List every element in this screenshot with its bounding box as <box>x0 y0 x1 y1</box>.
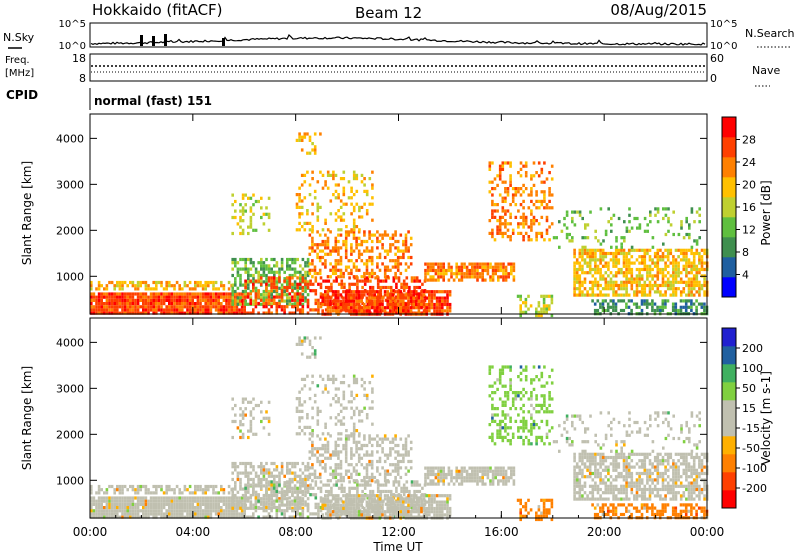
colorbar-tick-label: 50 <box>742 382 756 395</box>
noise-tick-top-right: 10^5 <box>710 19 737 30</box>
noise-panel: N.Sky 10^5 10^0 10^5 10^0 N.Search <box>3 19 795 52</box>
colorbar-tick-label: 100 <box>742 362 763 375</box>
colorbar-tick-label: 15 <box>742 402 756 415</box>
colorbar-tick-label: 16 <box>742 201 756 214</box>
station-title: Hokkaido (fitACF) <box>92 1 223 19</box>
colorbar-tick-label: 8 <box>742 246 749 259</box>
colorbar-tick-label: 4 <box>742 269 749 282</box>
x-tick-label: 08:00 <box>278 525 313 539</box>
noise-trace <box>90 34 706 46</box>
colorbar-segment <box>722 257 736 278</box>
y-tick-label: 2000 <box>56 428 84 441</box>
power-panel: 1000 2000 3000 4000 Slant Range [km] 4 8 12 16… <box>20 113 773 318</box>
freq-tick-top: 18 <box>72 52 86 65</box>
y-tick-label: 3000 <box>56 178 84 191</box>
colorbar-segment <box>722 454 736 473</box>
y-tick-label: 1000 <box>56 270 84 283</box>
colorbar-tick-label: -200 <box>742 482 767 495</box>
colorbar-segment <box>722 436 736 455</box>
colorbar-tick-label: -15 <box>742 422 760 435</box>
colorbar-segment <box>722 157 736 178</box>
velocity-colorbar: -200 -100 -50 -15 15 50 100 200 <box>721 327 767 509</box>
x-tick-label: 20:00 <box>587 525 622 539</box>
velocity-colorbar-label: Velocity [m s-1] <box>759 371 773 465</box>
x-tick-label: 12:00 <box>381 525 416 539</box>
power-data <box>90 132 709 318</box>
y-tick-label: 4000 <box>56 132 84 145</box>
cpid-value: normal (fast) 151 <box>94 94 212 108</box>
freq-panel: Freq. [MHz] 18 8 60 0 Nave <box>5 52 780 87</box>
velocity-ylabel: Slant Range [km] <box>20 366 34 470</box>
colorbar-tick-label: 12 <box>742 224 756 237</box>
power-colorbar-label: Power [dB] <box>759 180 773 245</box>
colorbar-segment <box>722 490 736 509</box>
colorbar-segment <box>722 137 736 158</box>
freq-unit-label: [MHz] <box>5 68 34 79</box>
colorbar-segment <box>722 277 736 298</box>
velocity-y-axis: 1000 2000 3000 4000 <box>56 336 707 487</box>
colorbar-segment <box>722 217 736 238</box>
colorbar-segment <box>722 117 736 138</box>
power-y-axis: 1000 2000 3000 4000 <box>56 132 707 283</box>
colorbar-segment <box>722 400 736 419</box>
colorbar-segment <box>722 382 736 401</box>
y-tick-label: 1000 <box>56 474 84 487</box>
x-tick-label: 16:00 <box>484 525 519 539</box>
y-tick-label: 2000 <box>56 224 84 237</box>
nsearch-label: N.Search <box>745 27 795 40</box>
colorbar-tick-label: -100 <box>742 462 767 475</box>
noise-tick-bottom-right: 10^0 <box>710 41 737 52</box>
colorbar-segment <box>722 418 736 437</box>
colorbar-segment <box>722 472 736 491</box>
cpid-label: CPID <box>6 88 38 102</box>
time-axis: 00:00 04:00 08:00 12:00 16:00 20:00 00:00 <box>73 114 725 539</box>
colorbar-segment <box>722 237 736 258</box>
colorbar-segment <box>722 328 736 347</box>
nave-label: Nave <box>752 64 780 77</box>
colorbar-tick-label: 24 <box>742 156 756 169</box>
colorbar-segment <box>722 197 736 218</box>
colorbar-segment <box>722 346 736 365</box>
freq-label: Freq. <box>5 55 30 66</box>
nave-tick-bottom: 0 <box>710 72 717 85</box>
nave-tick-top: 60 <box>710 52 724 65</box>
noise-tick-top-left: 10^5 <box>59 19 86 30</box>
colorbar-tick-label: 28 <box>742 134 756 147</box>
power-ylabel: Slant Range [km] <box>20 161 34 265</box>
colorbar-tick-label: 200 <box>742 342 763 355</box>
y-tick-label: 4000 <box>56 336 84 349</box>
x-tick-label: 04:00 <box>176 525 211 539</box>
y-tick-label: 3000 <box>56 382 84 395</box>
colorbar-tick-label: -50 <box>742 442 760 455</box>
velocity-panel: 1000 2000 3000 4000 Slant Range [km] -200 -1… <box>20 114 773 554</box>
freq-tick-bottom: 8 <box>79 72 86 85</box>
colorbar-segment <box>722 177 736 198</box>
beam-title: Beam 12 <box>355 4 422 22</box>
colorbar-segment <box>722 364 736 383</box>
date-title: 08/Aug/2015 <box>610 1 707 19</box>
noise-tick-bottom-left: 10^0 <box>59 41 86 52</box>
time-axis-label: Time UT <box>372 540 423 554</box>
velocity-data <box>90 336 709 522</box>
colorbar-tick-label: 20 <box>742 179 756 192</box>
nsky-label: N.Sky <box>3 31 35 44</box>
x-tick-label: 00:00 <box>73 525 108 539</box>
x-tick-label: 00:00 <box>690 525 725 539</box>
power-colorbar: 4 8 12 16 20 24 28 <box>721 116 756 298</box>
